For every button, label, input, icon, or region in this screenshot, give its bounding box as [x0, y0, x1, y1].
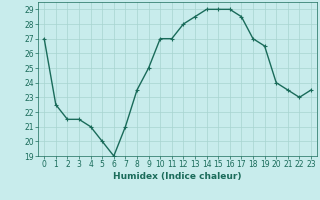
X-axis label: Humidex (Indice chaleur): Humidex (Indice chaleur) [113, 172, 242, 181]
